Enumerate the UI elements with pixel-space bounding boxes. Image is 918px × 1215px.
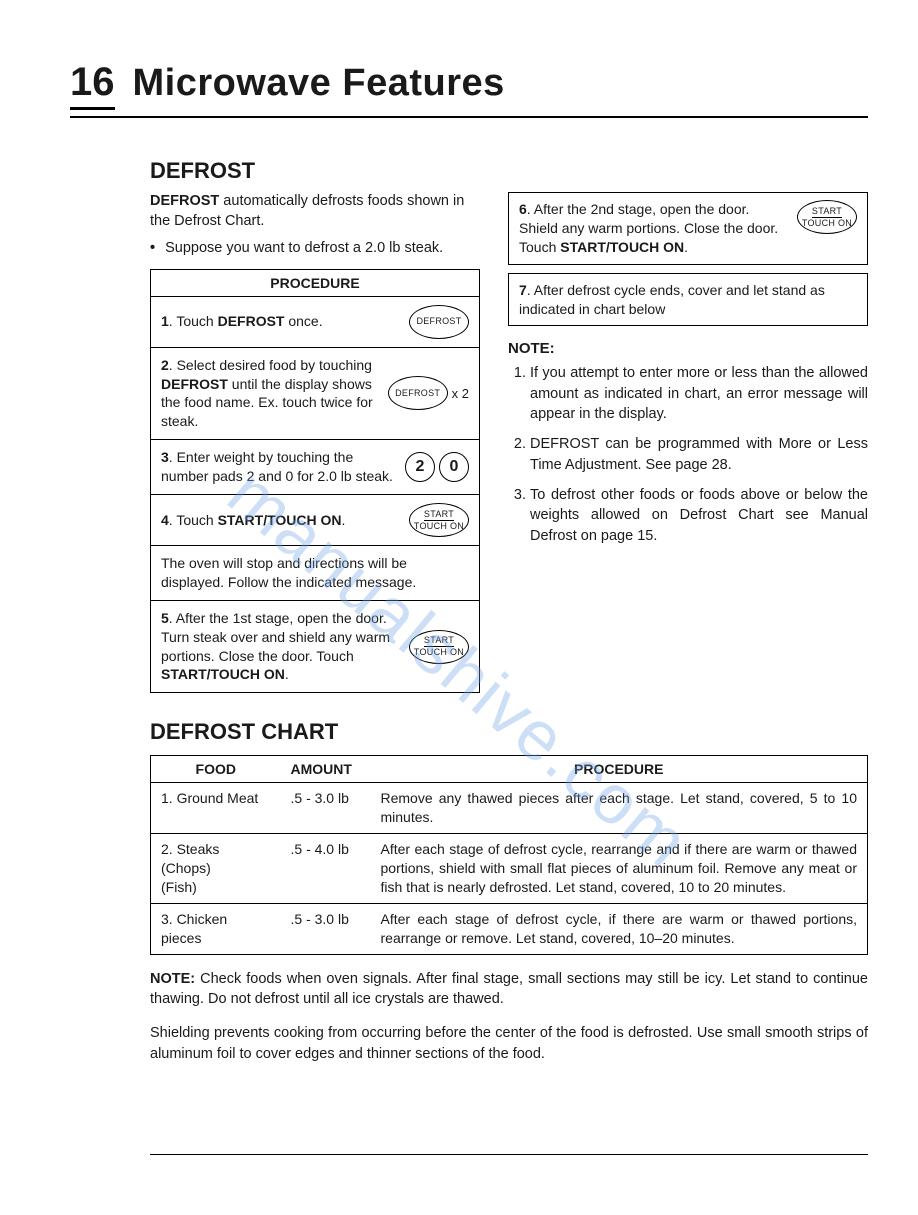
procedure-step: 5. After the 1st stage, open the door. T… [151, 601, 479, 693]
step-text: 7. After defrost cycle ends, cover and l… [519, 281, 857, 319]
note-item: To defrost other foods or foods above or… [530, 485, 868, 546]
note-heading: NOTE: [508, 340, 868, 357]
defrost-x2-icon: DEFROST x 2 [388, 376, 469, 410]
table-header-row: FOOD AMOUNT PROCEDURE [151, 756, 868, 783]
start-button-icon: STARTTOUCH ON [409, 630, 469, 664]
x2-label: x 2 [452, 385, 469, 403]
step-text: 4. Touch START/TOUCH ON. [161, 511, 401, 530]
cell-procedure: After each stage of defrost cycle, if th… [371, 903, 868, 954]
cell-food: 1. Ground Meat [151, 783, 281, 834]
procedure-table: PROCEDURE 1. Touch DEFROST once. DEFROST… [150, 269, 480, 694]
step-text: 5. After the 1st stage, open the door. T… [161, 609, 401, 685]
defrost-intro-bold: DEFROST [150, 193, 219, 209]
page-title: Microwave Features [133, 62, 505, 105]
procedure-step: 4. Touch START/TOUCH ON. STARTTOUCH ON [151, 495, 479, 546]
table-row: 1. Ground Meat .5 - 3.0 lb Remove any th… [151, 783, 868, 834]
section-heading-chart: DEFROST CHART [150, 719, 868, 745]
procedure-step-box: 7. After defrost cycle ends, cover and l… [508, 273, 868, 327]
bullet-text: Suppose you want to defrost a 2.0 lb ste… [165, 239, 443, 259]
defrost-button-icon: DEFROST [409, 305, 469, 339]
procedure-step-box: 6. After the 2nd stage, open the door. S… [508, 192, 868, 265]
bottom-note-rest: Check foods when oven signals. After fin… [150, 971, 868, 1007]
two-column-layout: DEFROST automatically defrosts foods sho… [150, 192, 868, 693]
bottom-note-1: NOTE: Check foods when oven signals. Aft… [150, 969, 868, 1010]
note-item: DEFROST can be programmed with More or L… [530, 434, 868, 475]
defrost-chart-table: FOOD AMOUNT PROCEDURE 1. Ground Meat .5 … [150, 755, 868, 954]
numpad-2-icon: 2 [405, 452, 435, 482]
procedure-step: 3. Enter weight by touching the number p… [151, 440, 479, 495]
col-food: FOOD [151, 756, 281, 783]
procedure-message: The oven will stop and directions will b… [151, 546, 479, 601]
page-header: 16 Microwave Features [70, 60, 868, 118]
bullet-item: • Suppose you want to defrost a 2.0 lb s… [150, 239, 480, 259]
start-button-icon: STARTTOUCH ON [797, 200, 857, 234]
numpad-0-icon: 0 [439, 452, 469, 482]
step-text: 2. Select desired food by touching DEFRO… [161, 356, 380, 432]
defrost-intro: DEFROST automatically defrosts foods sho… [150, 192, 480, 231]
cell-procedure: After each stage of defrost cycle, rearr… [371, 834, 868, 904]
defrost-button-icon: DEFROST [388, 376, 448, 410]
step-text: 6. After the 2nd stage, open the door. S… [519, 200, 789, 257]
table-row: 3. Chicken pieces .5 - 3.0 lb After each… [151, 903, 868, 954]
col-amount: AMOUNT [281, 756, 371, 783]
procedure-header: PROCEDURE [151, 270, 479, 297]
page-number: 16 [70, 60, 115, 110]
step-text: 1. Touch DEFROST once. [161, 312, 401, 331]
footer-rule [150, 1154, 868, 1155]
note-item: If you attempt to enter more or less tha… [530, 363, 868, 424]
step-text: The oven will stop and directions will b… [161, 554, 469, 592]
start-button-icon: STARTTOUCH ON [409, 503, 469, 537]
procedure-step: 2. Select desired food by touching DEFRO… [151, 348, 479, 441]
bullet-dot-icon: • [150, 239, 155, 259]
right-column: 6. After the 2nd stage, open the door. S… [508, 192, 868, 556]
step-text: 3. Enter weight by touching the number p… [161, 448, 397, 486]
procedure-step: 1. Touch DEFROST once. DEFROST [151, 297, 479, 348]
bottom-note-bold: NOTE: [150, 971, 195, 987]
manual-page: manualshive.com 16 Microwave Features DE… [0, 0, 918, 1215]
table-row: 2. Steaks (Chops) (Fish) .5 - 4.0 lb Aft… [151, 834, 868, 904]
cell-food: 3. Chicken pieces [151, 903, 281, 954]
cell-amount: .5 - 4.0 lb [281, 834, 371, 904]
bottom-note-2: Shielding prevents cooking from occurrin… [150, 1023, 868, 1064]
cell-food: 2. Steaks (Chops) (Fish) [151, 834, 281, 904]
cell-amount: .5 - 3.0 lb [281, 903, 371, 954]
col-procedure: PROCEDURE [371, 756, 868, 783]
left-column: DEFROST automatically defrosts foods sho… [150, 192, 480, 693]
cell-amount: .5 - 3.0 lb [281, 783, 371, 834]
cell-procedure: Remove any thawed pieces after each stag… [371, 783, 868, 834]
section-heading-defrost: DEFROST [150, 158, 868, 184]
note-list: If you attempt to enter more or less tha… [508, 363, 868, 545]
numpad-20-icon: 2 0 [405, 452, 469, 482]
content-area: DEFROST DEFROST automatically defrosts f… [70, 158, 868, 1155]
